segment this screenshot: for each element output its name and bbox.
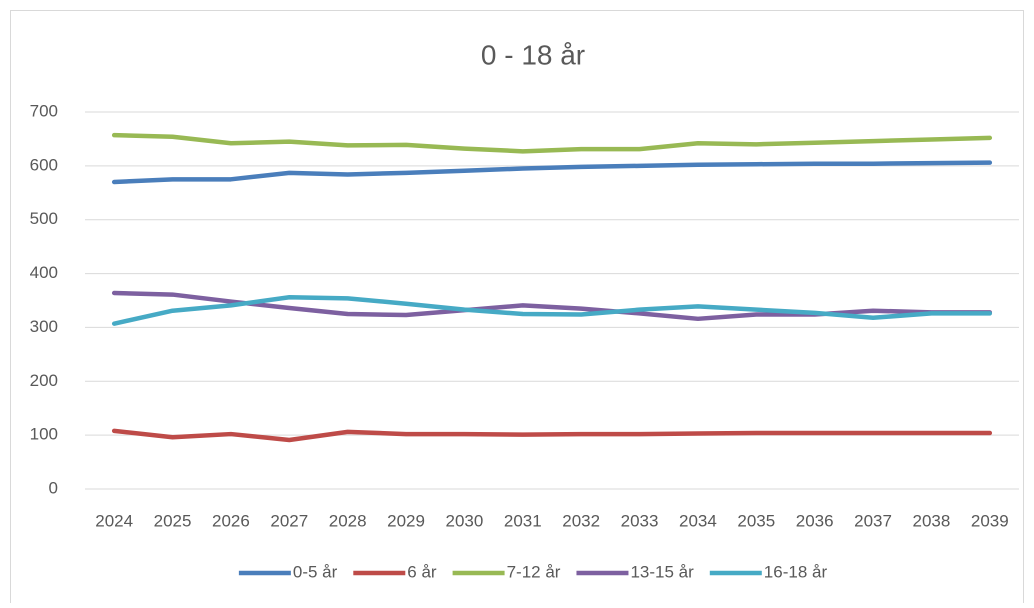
x-tick-label: 2031 — [504, 511, 542, 530]
y-tick-label: 600 — [30, 155, 58, 174]
x-tick-label: 2032 — [562, 511, 600, 530]
x-tick-label: 2036 — [796, 511, 834, 530]
x-tick-label: 2025 — [154, 511, 192, 530]
legend-label: 7-12 år — [507, 562, 561, 581]
x-tick-label: 2038 — [913, 511, 951, 530]
legend-label: 6 år — [407, 562, 437, 581]
x-tick-label: 2035 — [737, 511, 775, 530]
series-line — [111, 160, 993, 185]
y-tick-label: 100 — [30, 425, 58, 444]
x-tick-label: 2024 — [95, 511, 133, 530]
y-tick-label: 500 — [30, 209, 58, 228]
x-tick-label: 2027 — [270, 511, 308, 530]
legend-label: 16-18 år — [764, 562, 828, 581]
x-tick-label: 2039 — [971, 511, 1009, 530]
series-line — [111, 132, 993, 154]
y-tick-label: 400 — [30, 263, 58, 282]
x-tick-label: 2028 — [329, 511, 367, 530]
x-tick-label: 2037 — [854, 511, 892, 530]
y-tick-label: 300 — [30, 317, 58, 336]
legend-label: 0-5 år — [293, 562, 338, 581]
y-tick-label: 0 — [49, 478, 58, 497]
series-line — [111, 428, 993, 443]
x-tick-label: 2030 — [446, 511, 484, 530]
x-tick-label: 2034 — [679, 511, 717, 530]
x-tick-label: 2029 — [387, 511, 425, 530]
y-tick-label: 700 — [30, 101, 58, 120]
series-line — [111, 295, 993, 326]
legend-label: 13-15 år — [630, 562, 694, 581]
series-line — [111, 290, 993, 322]
chart-title: 0 - 18 år — [481, 39, 585, 70]
y-tick-label: 200 — [30, 371, 58, 390]
x-tick-label: 2033 — [621, 511, 659, 530]
x-tick-label: 2026 — [212, 511, 250, 530]
